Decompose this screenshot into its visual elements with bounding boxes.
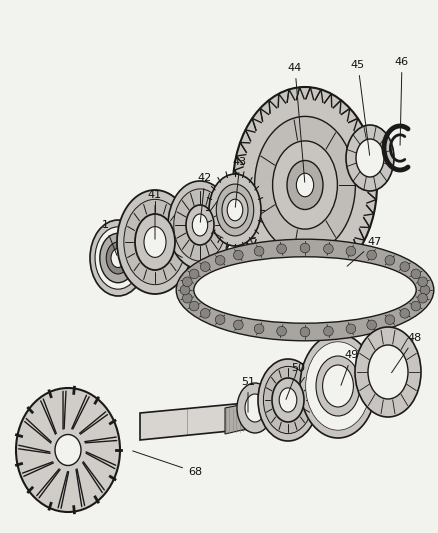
Ellipse shape (55, 434, 81, 465)
Text: 42: 42 (198, 173, 212, 222)
Ellipse shape (222, 192, 247, 228)
Ellipse shape (355, 139, 383, 177)
Ellipse shape (117, 190, 193, 294)
Circle shape (419, 285, 429, 295)
Circle shape (300, 327, 309, 337)
Ellipse shape (325, 394, 333, 422)
Circle shape (254, 246, 263, 256)
Ellipse shape (16, 388, 120, 512)
Ellipse shape (244, 394, 265, 422)
Text: 51: 51 (240, 377, 254, 412)
Ellipse shape (254, 116, 355, 254)
Ellipse shape (272, 141, 337, 229)
Ellipse shape (315, 356, 359, 416)
Text: 68: 68 (132, 451, 201, 477)
Circle shape (300, 243, 309, 253)
Ellipse shape (279, 388, 296, 412)
Ellipse shape (263, 366, 312, 434)
Ellipse shape (286, 160, 322, 209)
Ellipse shape (186, 205, 213, 245)
Ellipse shape (135, 214, 175, 270)
Text: 49: 49 (340, 350, 358, 385)
Ellipse shape (345, 125, 393, 191)
Circle shape (410, 269, 420, 279)
Ellipse shape (168, 181, 231, 269)
Ellipse shape (111, 248, 125, 268)
Ellipse shape (193, 257, 415, 323)
Circle shape (384, 255, 394, 265)
Text: 44: 44 (287, 63, 304, 182)
Circle shape (215, 315, 224, 325)
Circle shape (254, 324, 263, 334)
Ellipse shape (354, 327, 420, 417)
Circle shape (233, 320, 243, 330)
Circle shape (323, 326, 332, 336)
Ellipse shape (367, 345, 407, 399)
Circle shape (182, 293, 192, 303)
Ellipse shape (305, 342, 370, 430)
Ellipse shape (208, 174, 261, 246)
Circle shape (399, 309, 409, 318)
Circle shape (366, 320, 376, 330)
Ellipse shape (258, 359, 317, 441)
Text: 45: 45 (350, 60, 369, 155)
Circle shape (417, 293, 427, 303)
Circle shape (189, 301, 198, 311)
Ellipse shape (173, 189, 226, 261)
Circle shape (189, 269, 198, 279)
Ellipse shape (233, 87, 376, 283)
Text: 47: 47 (346, 237, 381, 266)
Ellipse shape (299, 334, 375, 438)
Circle shape (215, 255, 224, 265)
Polygon shape (140, 395, 329, 440)
Ellipse shape (144, 227, 166, 257)
Ellipse shape (216, 184, 253, 236)
Ellipse shape (227, 199, 242, 221)
Text: 1: 1 (101, 220, 117, 255)
Circle shape (276, 326, 286, 336)
Circle shape (384, 315, 394, 325)
Circle shape (399, 262, 409, 271)
Ellipse shape (99, 233, 136, 282)
Text: 41: 41 (148, 190, 162, 239)
Ellipse shape (106, 242, 130, 274)
Text: 48: 48 (391, 333, 421, 373)
Ellipse shape (296, 173, 313, 197)
Circle shape (417, 277, 427, 287)
Circle shape (200, 309, 210, 318)
Ellipse shape (192, 214, 207, 236)
Circle shape (323, 244, 332, 254)
Circle shape (410, 301, 420, 311)
Circle shape (180, 285, 189, 295)
Ellipse shape (95, 227, 141, 289)
Ellipse shape (90, 220, 146, 296)
Circle shape (200, 262, 210, 271)
Ellipse shape (124, 199, 186, 285)
Ellipse shape (322, 365, 353, 407)
Ellipse shape (272, 378, 303, 422)
Circle shape (366, 250, 376, 260)
Text: 46: 46 (394, 57, 408, 145)
Polygon shape (225, 402, 254, 434)
Circle shape (276, 244, 286, 254)
Text: 43: 43 (233, 157, 247, 207)
Circle shape (182, 277, 192, 287)
Circle shape (345, 324, 355, 334)
Ellipse shape (237, 383, 272, 433)
Text: 50: 50 (285, 363, 304, 399)
Circle shape (345, 246, 355, 256)
Ellipse shape (176, 239, 433, 341)
Circle shape (233, 250, 243, 260)
